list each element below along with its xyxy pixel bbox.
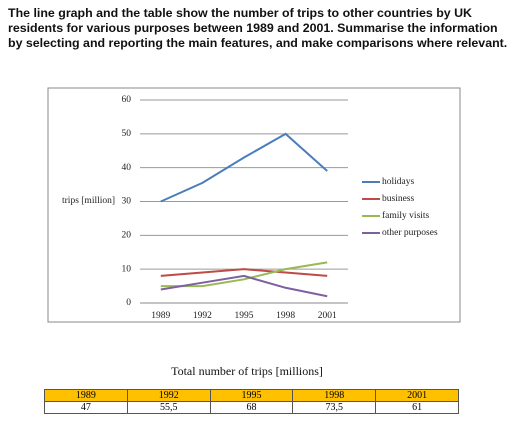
table-cell: 1989 [44, 389, 128, 402]
series-line [160, 261, 328, 288]
x-tick-label: 1998 [276, 311, 295, 321]
y-tick-label: 50 [122, 129, 132, 139]
table-cell: 73,5 [292, 401, 377, 414]
chart-frame [47, 87, 461, 323]
y-tick-label: 40 [122, 163, 132, 173]
y-tick-label: 30 [122, 197, 132, 207]
y-tick-label: 20 [122, 231, 132, 241]
y-tick-label: 10 [122, 264, 132, 274]
series-line [160, 132, 328, 203]
table-cell: 55,5 [126, 401, 211, 414]
table-cell: 68 [209, 401, 294, 414]
table-cell: 1992 [126, 389, 211, 402]
legend-label: other purposes [382, 228, 438, 238]
y-axis-label: trips [million] [62, 196, 115, 206]
series-line [160, 268, 328, 277]
legend-label: holidays [382, 177, 414, 187]
legend-label: family visits [382, 210, 430, 221]
table-cell: 2001 [375, 389, 459, 402]
table-title: Total number of trips [millions] [171, 364, 323, 378]
x-tick-label: 1995 [235, 311, 254, 321]
x-tick-label: 1989 [151, 311, 170, 321]
table-cell: 1998 [292, 389, 377, 402]
prompt: The line graph and the table show the nu… [8, 6, 508, 50]
table-row: 1989 1992 1995 1998 2001 [44, 389, 459, 402]
table-cell: 47 [44, 401, 128, 414]
series-line [160, 274, 328, 298]
table-cell: 61 [375, 401, 459, 414]
legend-label: business [382, 194, 415, 204]
table-cell: 1995 [209, 389, 294, 402]
x-tick-label: 1992 [193, 311, 212, 321]
table-row: 47 55,5 68 73,5 61 [44, 401, 459, 414]
y-tick-label: 60 [122, 95, 132, 105]
x-tick-label: 2001 [318, 311, 337, 321]
trips-table: 1989 1992 1995 1998 2001 47 55,5 68 73,5 61 [44, 389, 459, 414]
y-tick-label: 0 [126, 298, 131, 308]
